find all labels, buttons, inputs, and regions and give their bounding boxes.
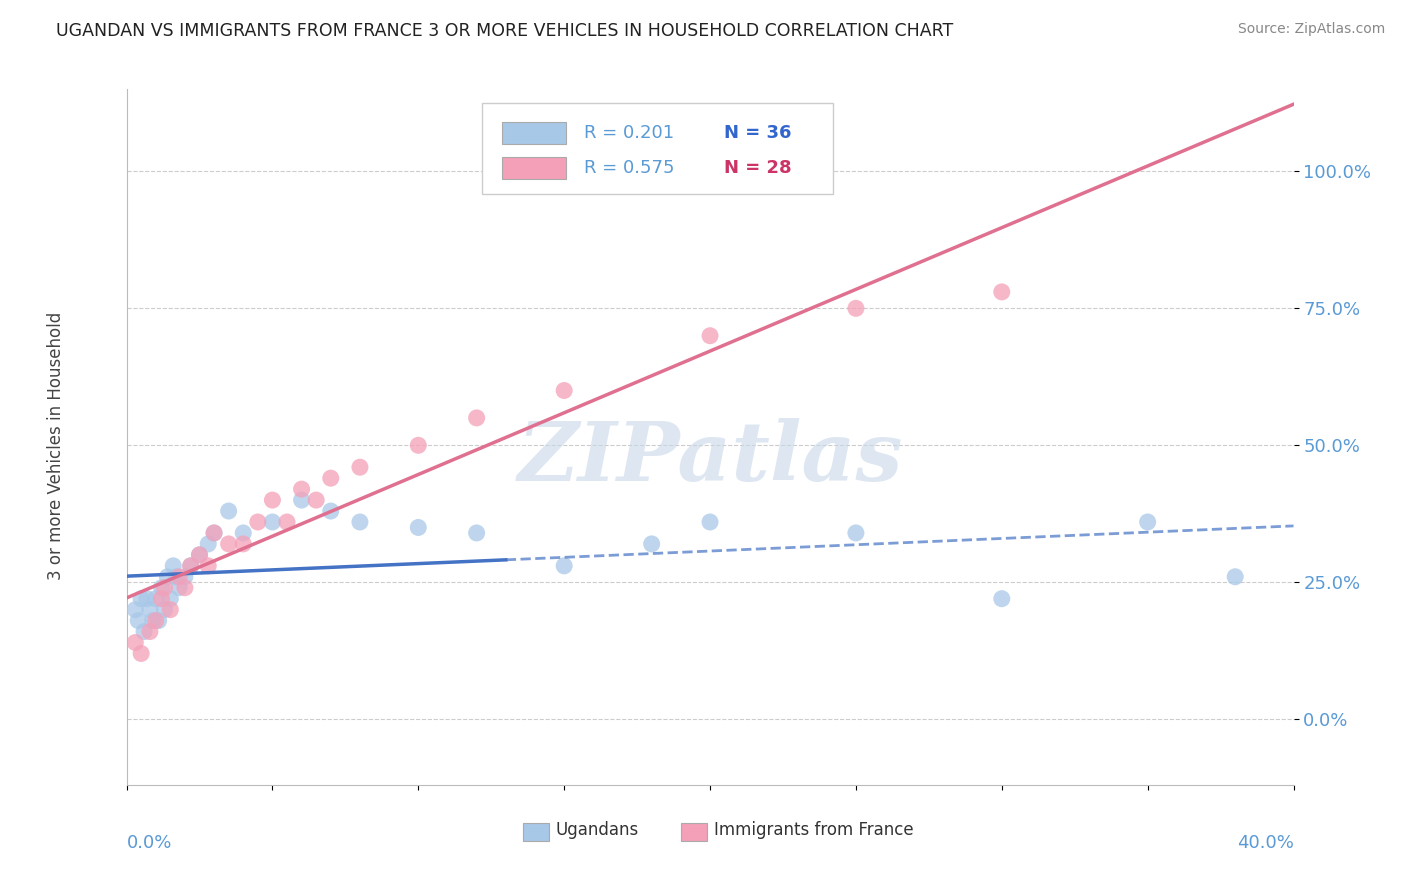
Point	[349, 515, 371, 529]
Point	[262, 493, 284, 508]
Point	[136, 591, 159, 606]
Point	[408, 520, 430, 534]
Point	[276, 515, 298, 529]
Point	[180, 558, 202, 573]
Bar	[523, 823, 548, 840]
Point	[145, 591, 167, 606]
Text: Ugandans: Ugandans	[555, 822, 640, 839]
Point	[262, 515, 284, 529]
Point	[218, 504, 240, 518]
Point	[641, 537, 664, 551]
Point	[845, 525, 868, 540]
Point	[218, 537, 240, 551]
Point	[159, 591, 181, 606]
Point	[1223, 570, 1247, 584]
Point	[319, 504, 342, 518]
Point	[153, 602, 176, 616]
Point	[132, 624, 155, 639]
Point	[148, 614, 170, 628]
Point	[465, 411, 488, 425]
Point	[699, 515, 721, 529]
Point	[153, 581, 176, 595]
Point	[553, 384, 575, 398]
Point	[232, 537, 254, 551]
Point	[246, 515, 269, 529]
Point	[145, 614, 167, 628]
Point	[188, 548, 211, 562]
Point	[845, 301, 868, 316]
Point	[150, 581, 173, 595]
Text: 3 or more Vehicles in Household: 3 or more Vehicles in Household	[48, 312, 65, 580]
Point	[124, 635, 146, 649]
Bar	[502, 157, 567, 179]
Point	[699, 328, 721, 343]
Point	[129, 591, 152, 606]
Point	[142, 614, 165, 628]
Point	[150, 591, 173, 606]
Text: UGANDAN VS IMMIGRANTS FROM FRANCE 3 OR MORE VEHICLES IN HOUSEHOLD CORRELATION CH: UGANDAN VS IMMIGRANTS FROM FRANCE 3 OR M…	[56, 22, 953, 40]
Point	[139, 624, 162, 639]
Text: Source: ZipAtlas.com: Source: ZipAtlas.com	[1237, 22, 1385, 37]
Bar	[681, 823, 707, 840]
Bar	[502, 122, 567, 145]
Point	[202, 525, 225, 540]
Point	[202, 525, 225, 540]
Point	[127, 614, 149, 628]
Point	[174, 581, 197, 595]
Point	[165, 570, 187, 584]
Point	[349, 460, 371, 475]
Point	[156, 570, 179, 584]
Text: 0.0%: 0.0%	[127, 834, 172, 852]
Point	[553, 558, 575, 573]
Point	[990, 591, 1012, 606]
Text: N = 28: N = 28	[724, 159, 792, 177]
Point	[197, 537, 219, 551]
Point	[167, 570, 190, 584]
Text: 40.0%: 40.0%	[1237, 834, 1294, 852]
Text: R = 0.575: R = 0.575	[583, 159, 675, 177]
Point	[1136, 515, 1159, 529]
Point	[197, 558, 219, 573]
Point	[139, 602, 162, 616]
Point	[305, 493, 328, 508]
Point	[188, 548, 211, 562]
Text: ZIPatlas: ZIPatlas	[517, 418, 903, 498]
Point	[232, 525, 254, 540]
Text: Immigrants from France: Immigrants from France	[713, 822, 912, 839]
Point	[159, 602, 181, 616]
Point	[990, 285, 1012, 299]
Point	[290, 493, 312, 508]
Text: R = 0.201: R = 0.201	[583, 124, 673, 142]
Point	[124, 602, 146, 616]
Point	[129, 647, 152, 661]
Point	[167, 581, 190, 595]
Point	[319, 471, 342, 485]
Point	[465, 525, 488, 540]
Point	[408, 438, 430, 452]
Point	[180, 558, 202, 573]
Point	[174, 570, 197, 584]
Point	[162, 558, 184, 573]
FancyBboxPatch shape	[482, 103, 832, 194]
Point	[290, 482, 312, 496]
Text: N = 36: N = 36	[724, 124, 792, 142]
